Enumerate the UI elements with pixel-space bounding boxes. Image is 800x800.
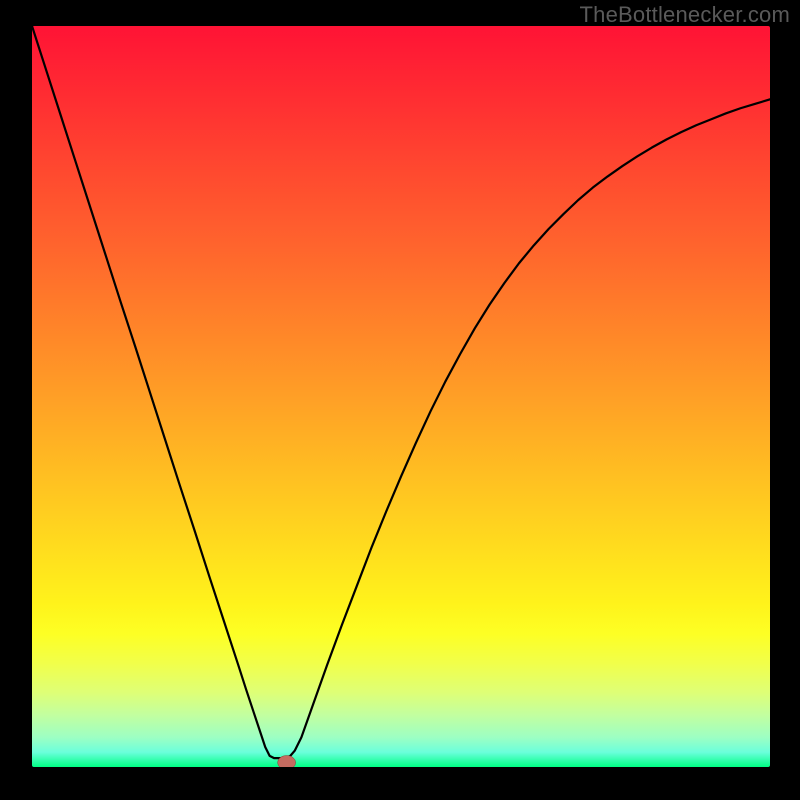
chart-plot-area	[32, 26, 770, 767]
chart-svg	[32, 26, 770, 767]
optimal-point-marker	[278, 756, 296, 770]
gradient-background	[32, 26, 770, 767]
watermark-text: TheBottlenecker.com	[580, 2, 790, 28]
